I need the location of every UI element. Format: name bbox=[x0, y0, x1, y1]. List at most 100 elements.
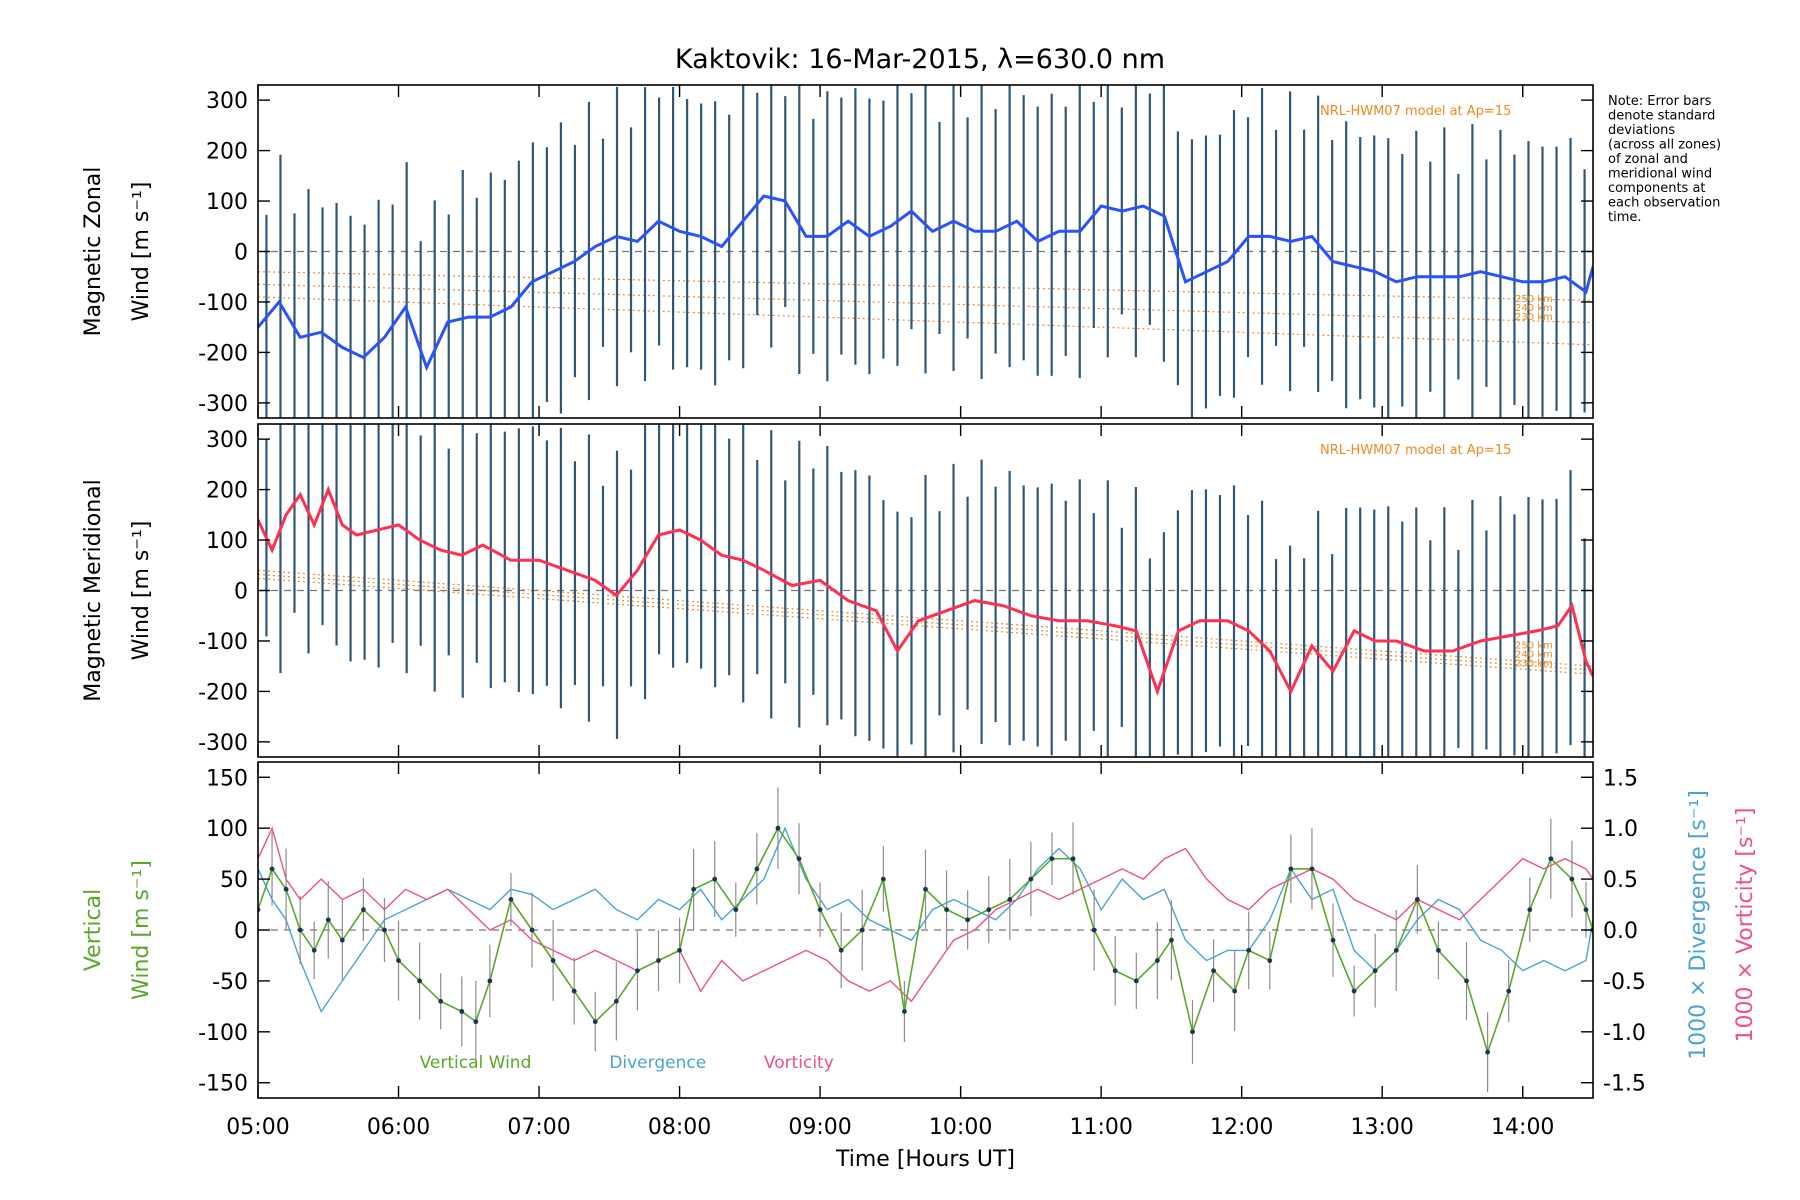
y2-tick-label: 0.5 bbox=[1603, 868, 1638, 893]
model-curve bbox=[258, 569, 1593, 667]
y-tick-label: 150 bbox=[206, 766, 248, 791]
y-tick-label: 0 bbox=[234, 580, 248, 605]
model-altitude-label: 250 km bbox=[1515, 294, 1553, 305]
data-point bbox=[311, 947, 317, 953]
data-point bbox=[1169, 937, 1174, 943]
data-point bbox=[1527, 907, 1533, 913]
data-point bbox=[733, 907, 739, 913]
data-point bbox=[1464, 978, 1469, 984]
y2-tick-label: -1.5 bbox=[1603, 1072, 1646, 1097]
data-point bbox=[1309, 866, 1315, 872]
data-point bbox=[1583, 907, 1589, 913]
data-point bbox=[1548, 856, 1554, 862]
y-tick-label: 200 bbox=[206, 140, 248, 165]
data-point bbox=[656, 958, 661, 963]
y2-tick-label: -1.0 bbox=[1603, 1021, 1646, 1046]
x-tick-label: 12:00 bbox=[1210, 1115, 1273, 1140]
data-point bbox=[677, 947, 682, 953]
note-line: time. bbox=[1608, 210, 1642, 225]
y-tick-label: -200 bbox=[198, 341, 248, 366]
y-axis-label: Vertical bbox=[81, 889, 106, 971]
plot-area bbox=[258, 424, 1593, 757]
data-point bbox=[1154, 958, 1160, 963]
y-tick-label: -100 bbox=[198, 291, 248, 316]
note-line: Note: Error bars bbox=[1608, 94, 1712, 109]
data-point bbox=[613, 998, 619, 1004]
y-tick-label: -100 bbox=[198, 630, 248, 655]
y-axis-label: Magnetic Meridional bbox=[81, 479, 106, 701]
data-point bbox=[339, 937, 345, 943]
y-tick-label: -100 bbox=[198, 1021, 248, 1046]
note-line: (across all zones) bbox=[1608, 138, 1721, 153]
data-point bbox=[1351, 988, 1357, 994]
data-point bbox=[1267, 958, 1273, 963]
data-point bbox=[1049, 856, 1055, 862]
vorticity-axis-label: 1000 × Vorticity [s⁻¹] bbox=[1733, 808, 1758, 1043]
data-point bbox=[880, 876, 886, 882]
data-point bbox=[1569, 876, 1575, 882]
data-point bbox=[325, 917, 331, 923]
vertical-wind-panel: 150 100 50 0 -50 -100 -150 Vertical Wind [m s⁻¹]… bbox=[81, 761, 1758, 1172]
x-tick-label: 10:00 bbox=[929, 1115, 992, 1140]
y2-tick-label: 1.0 bbox=[1603, 817, 1638, 842]
y-axis-label: Magnetic Zonal bbox=[81, 167, 106, 337]
data-point bbox=[473, 1019, 479, 1025]
data-point bbox=[1190, 1029, 1195, 1035]
data-point bbox=[459, 1009, 465, 1014]
model-altitude-label: 250 km bbox=[1515, 641, 1553, 652]
y-tick-label: 100 bbox=[206, 190, 248, 215]
x-tick-label: 09:00 bbox=[788, 1115, 851, 1140]
x-tick-label: 05:00 bbox=[226, 1115, 289, 1140]
x-tick-label: 14:00 bbox=[1491, 1115, 1554, 1140]
note-line: denote standard bbox=[1608, 109, 1715, 124]
model-label: NRL-HWM07 model at Ap=15 bbox=[1320, 443, 1511, 458]
y-axis-label: Wind [m s⁻¹] bbox=[129, 860, 154, 1000]
data-point bbox=[382, 927, 387, 933]
note-line: components at bbox=[1608, 181, 1706, 196]
y-tick-label: 200 bbox=[206, 479, 248, 504]
data-point bbox=[1091, 927, 1097, 933]
y2-tick-label: -0.5 bbox=[1603, 970, 1646, 995]
y-tick-label: 0 bbox=[234, 919, 248, 944]
data-point bbox=[944, 907, 949, 913]
model-altitude-label: 230 km bbox=[1515, 659, 1553, 670]
data-point bbox=[438, 998, 444, 1004]
data-point bbox=[754, 866, 760, 872]
x-tick-label: 13:00 bbox=[1351, 1115, 1414, 1140]
note-line: of zonal and bbox=[1608, 152, 1688, 167]
legend-vorticity: Vorticity bbox=[764, 1053, 834, 1073]
data-point bbox=[529, 927, 535, 933]
data-point bbox=[1485, 1049, 1491, 1055]
note-line: deviations bbox=[1608, 123, 1675, 138]
legend-vertical: Vertical Wind bbox=[420, 1053, 532, 1073]
note-line: meridional wind bbox=[1608, 167, 1712, 182]
note-line: each observation bbox=[1608, 196, 1720, 211]
plot-area bbox=[258, 85, 1593, 418]
data-point bbox=[986, 907, 992, 913]
x-tick-label: 11:00 bbox=[1069, 1115, 1132, 1140]
x-tick-label: 08:00 bbox=[648, 1115, 711, 1140]
x-axis-label: Time [Hours UT] bbox=[835, 1147, 1015, 1172]
chart-title: Kaktovik: 16-Mar-2015, λ=630.0 nm bbox=[675, 44, 1165, 75]
y-tick-label: -200 bbox=[198, 680, 248, 705]
model-label: NRL-HWM07 model at Ap=15 bbox=[1320, 104, 1511, 119]
data-point bbox=[1393, 947, 1399, 953]
data-point bbox=[923, 886, 928, 892]
data-point bbox=[775, 825, 781, 831]
y-axis-label: Wind [m s⁻¹] bbox=[129, 182, 154, 322]
data-point bbox=[1330, 937, 1336, 943]
y-tick-label: -150 bbox=[198, 1072, 248, 1097]
data-point bbox=[283, 886, 289, 892]
data-point bbox=[965, 917, 971, 923]
y-tick-label: 300 bbox=[206, 428, 248, 453]
data-point bbox=[691, 886, 697, 892]
y-tick-label: -300 bbox=[198, 392, 248, 417]
data-point bbox=[297, 927, 303, 933]
data-point bbox=[1133, 978, 1139, 984]
data-point bbox=[712, 876, 718, 882]
y-axis-label: Wind [m s⁻¹] bbox=[129, 521, 154, 661]
data-point bbox=[902, 1009, 907, 1014]
model-curve bbox=[258, 577, 1593, 675]
